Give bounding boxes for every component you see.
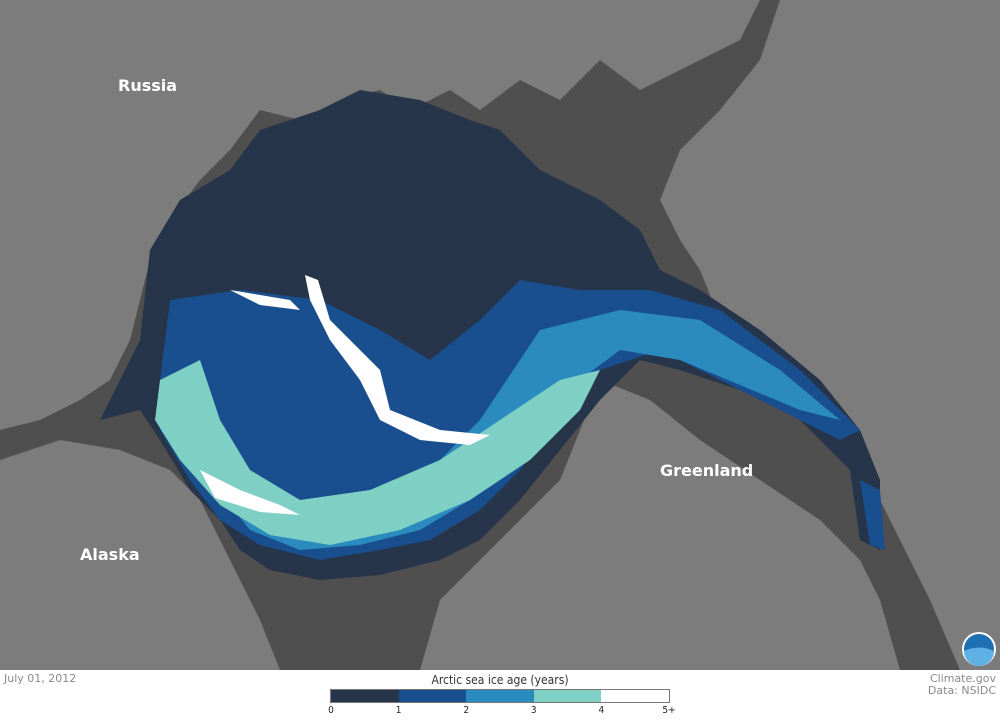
label-russia: Russia — [118, 76, 178, 95]
legend-tick: 4 — [598, 705, 605, 716]
credit-source: Climate.gov — [929, 672, 996, 685]
label-greenland: Greenland — [660, 461, 754, 480]
land-alaska — [0, 440, 280, 670]
credit-data: Data: NSIDC — [927, 684, 996, 697]
noaa-logo — [962, 632, 996, 666]
land-russia — [0, 0, 760, 430]
ice-age-4-5plus — [200, 275, 490, 515]
sea-ice-map — [0, 0, 1000, 670]
land-canada-archipelago — [420, 380, 900, 670]
legend-swatch-2 — [466, 690, 534, 702]
legend-ticks: 0 1 2 3 4 5+ — [328, 703, 676, 717]
legend-tick: 5+ — [662, 705, 676, 716]
legend-tick: 1 — [395, 705, 402, 716]
ice-age-1-2-greenland-edge — [860, 480, 885, 550]
legend-tick: 3 — [530, 705, 537, 716]
legend-tick: 0 — [328, 705, 334, 716]
date-label: July 01, 2012 — [4, 672, 77, 685]
legend-swatch-3 — [533, 690, 602, 702]
land-greenland — [660, 0, 1000, 670]
label-alaska: Alaska — [80, 545, 140, 564]
legend-colorbar — [330, 689, 670, 703]
ice-age-3-4 — [155, 360, 600, 545]
legend-swatch-1 — [398, 690, 467, 702]
legend: Arctic sea ice age (years) 0 1 2 3 4 5+ — [328, 673, 676, 717]
legend-title: Arctic sea ice age (years) — [431, 673, 569, 687]
legend-swatch-4 — [601, 690, 669, 702]
legend-tick: 2 — [463, 705, 470, 716]
legend-swatch-0 — [331, 690, 399, 702]
